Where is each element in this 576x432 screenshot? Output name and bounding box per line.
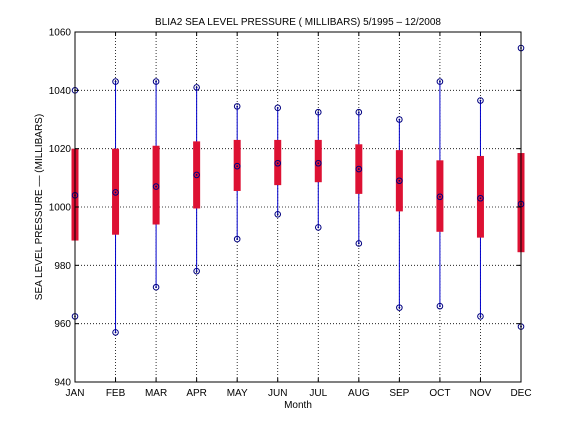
x-tick-label: MAR [145, 388, 167, 399]
x-tick-label: DEC [510, 388, 531, 399]
min-marker [152, 283, 160, 291]
min-marker [314, 224, 322, 231]
median-marker-dot [155, 185, 157, 188]
median-marker-dot [236, 165, 239, 168]
min-marker [477, 313, 484, 320]
x-tick-label: JUN [268, 388, 287, 399]
max-marker [233, 103, 241, 110]
max-marker-dot [317, 111, 320, 114]
min-marker-dot [114, 331, 117, 334]
min-marker [233, 235, 241, 243]
median-marker [112, 189, 119, 196]
min-marker-dot [195, 270, 198, 273]
median-marker [396, 177, 403, 185]
y-tick-label: 960 [54, 319, 71, 330]
max-marker-dot [236, 105, 239, 108]
median-marker-dot [357, 168, 360, 170]
max-marker-dot [155, 80, 157, 83]
iqr-box [476, 155, 484, 238]
y-axis-label: SEA LEVEL PRESSURE –– (MILLIBARS) [34, 114, 45, 300]
x-tick-label: NOV [470, 388, 492, 399]
iqr-box [152, 145, 160, 225]
max-marker-dot [398, 118, 401, 121]
max-marker [193, 84, 200, 91]
max-marker-dot [114, 80, 117, 83]
y-tick-label: 940 [54, 378, 71, 389]
max-marker [436, 78, 444, 85]
x-tick-label: APR [186, 388, 207, 399]
median-marker [233, 162, 241, 170]
median-marker [274, 159, 282, 167]
max-marker [477, 97, 484, 104]
min-marker-dot [155, 286, 157, 289]
median-marker-dot [317, 162, 320, 165]
x-tick-label: OCT [429, 388, 450, 399]
median-marker [355, 165, 363, 173]
median-marker-dot [439, 195, 441, 198]
min-marker [193, 267, 200, 275]
iqr-box [314, 139, 322, 183]
min-marker-dot [479, 315, 482, 318]
max-marker [274, 104, 282, 112]
min-marker [396, 304, 403, 311]
x-tick-label: AUG [348, 388, 370, 399]
axis-ticks: 940 960 980 1000 1020 1040 1060 JAN FEB MAR APR MAY… [49, 28, 532, 400]
max-marker [396, 116, 403, 123]
min-marker [112, 329, 119, 336]
median-marker-dot [479, 197, 482, 200]
median-marker-dot [398, 179, 401, 182]
x-tick-label: JUL [309, 388, 327, 399]
min-marker-dot [236, 238, 239, 240]
max-marker [112, 78, 119, 85]
min-marker [274, 210, 282, 218]
median-marker-dot [276, 162, 279, 165]
min-marker [355, 240, 363, 247]
max-marker [152, 78, 160, 85]
min-marker-dot [317, 226, 320, 229]
max-marker-dot [357, 111, 360, 114]
max-marker [314, 108, 322, 116]
chart-title: BLIA2 SEA LEVEL PRESSURE ( MILLIBARS) 5/… [155, 17, 441, 28]
max-marker-dot [439, 80, 441, 83]
x-tick-label: JAN [66, 388, 85, 399]
median-marker [477, 194, 484, 202]
y-tick-label: 1000 [49, 203, 72, 214]
y-tick-label: 1020 [49, 144, 72, 155]
median-marker [436, 193, 444, 201]
max-marker-dot [276, 106, 279, 109]
max-marker-dot [479, 99, 482, 102]
x-tick-label: MAY [227, 388, 248, 399]
y-tick-label: 1040 [49, 86, 72, 97]
x-tick-label: FEB [106, 388, 126, 399]
median-marker-dot [195, 174, 198, 176]
y-tick-label: 1060 [49, 28, 72, 39]
min-marker-dot [439, 305, 441, 308]
median-marker [152, 183, 160, 190]
y-tick-label: 980 [54, 261, 71, 272]
x-tick-label: SEP [389, 388, 409, 399]
max-marker-dot [195, 86, 198, 89]
max-marker [355, 108, 363, 116]
min-marker [436, 302, 444, 310]
min-marker-dot [276, 213, 279, 216]
x-axis-label: Month [284, 400, 312, 411]
median-marker [314, 159, 322, 167]
median-marker-dot [114, 191, 117, 194]
min-marker-dot [398, 306, 401, 309]
min-marker-dot [357, 242, 360, 245]
median-marker [193, 171, 200, 179]
